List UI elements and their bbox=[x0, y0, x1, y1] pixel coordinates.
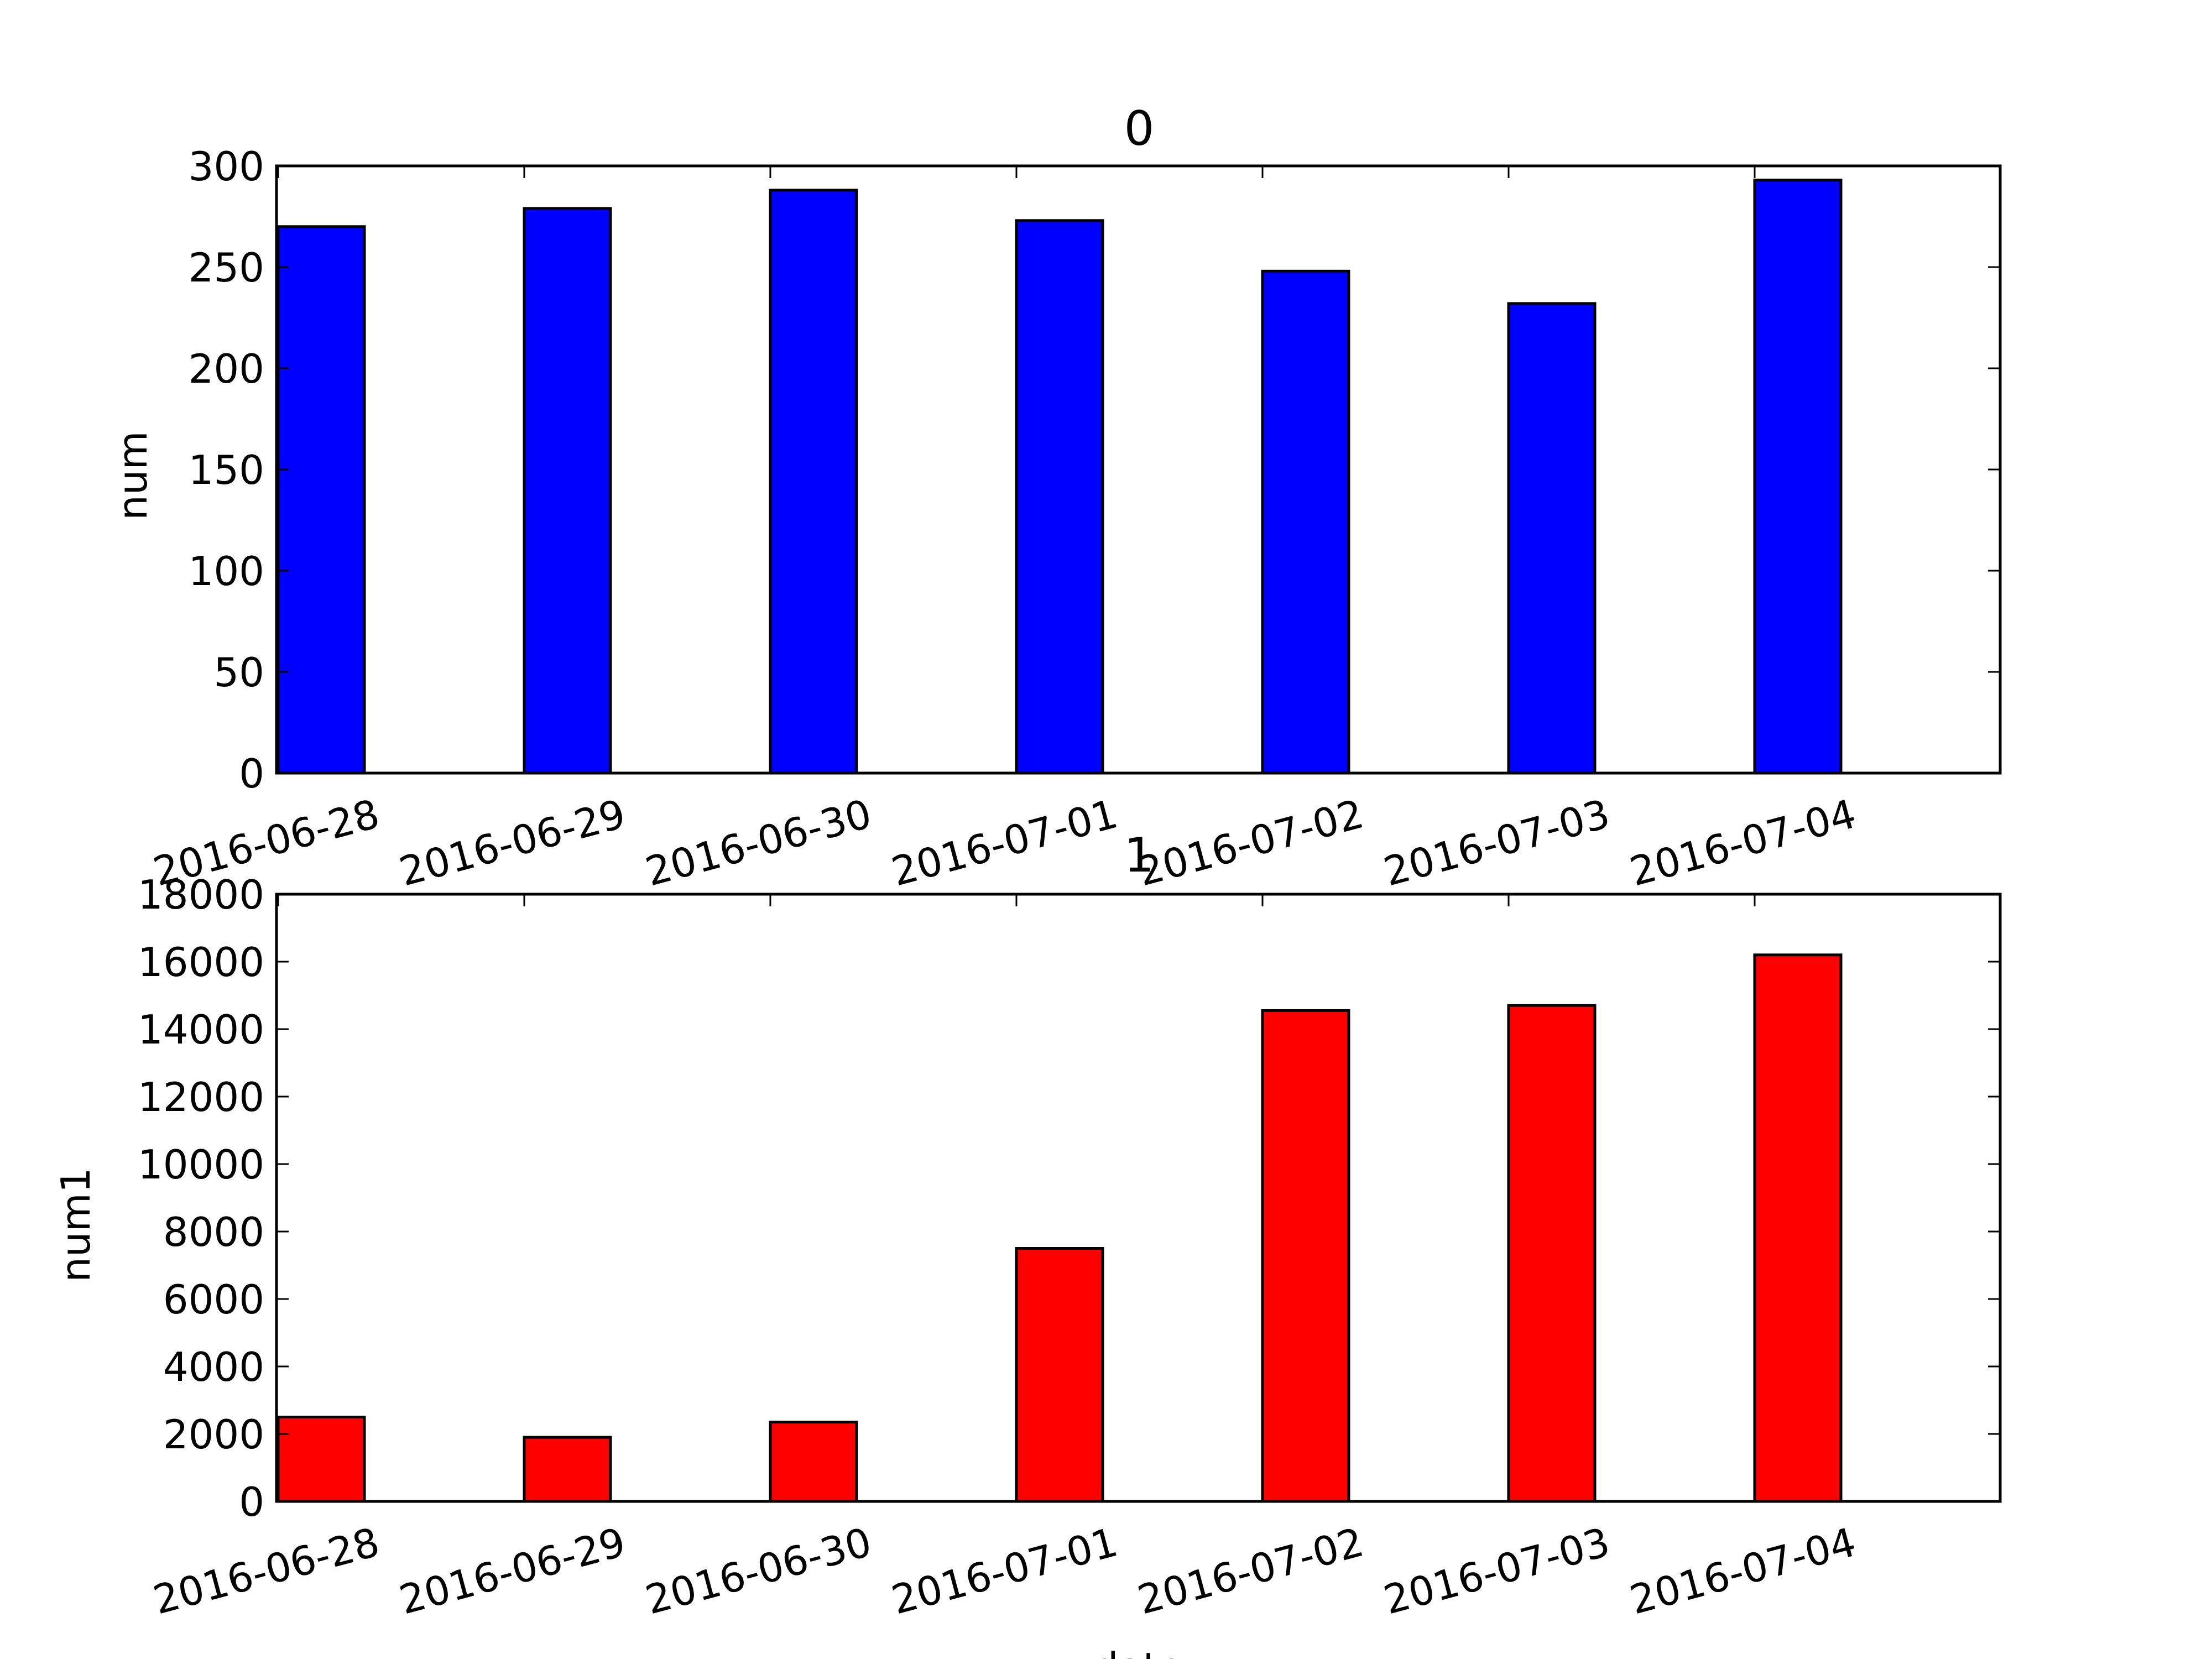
bar-2016-07-02 bbox=[1261, 269, 1350, 775]
subplot-0-ylabel: num bbox=[109, 431, 156, 520]
ytick-label: 14000 bbox=[138, 1006, 264, 1053]
subplot-1-bars bbox=[276, 953, 1843, 1503]
bar-2016-07-01 bbox=[1015, 219, 1104, 775]
subplot-1-xlabel: date bbox=[1093, 1644, 1183, 1659]
subplot-0-title: 0 bbox=[1124, 101, 1155, 156]
ytick-label: 8000 bbox=[163, 1209, 264, 1255]
xtick-label: 2016-06-30 bbox=[641, 790, 877, 895]
xtick-label: 2016-07-01 bbox=[887, 790, 1123, 895]
bar-2016-07-03 bbox=[1507, 1004, 1597, 1503]
ytick-label: 2000 bbox=[163, 1411, 264, 1458]
bar-2016-06-28 bbox=[276, 1416, 366, 1503]
subplot-1-axes-frame bbox=[275, 893, 2002, 1503]
subplot-1-title: 1 bbox=[1124, 828, 1155, 883]
bar-2016-06-30 bbox=[769, 189, 858, 775]
xtick-label: 2016-07-03 bbox=[1379, 790, 1615, 895]
ytick-label: 0 bbox=[239, 1479, 264, 1525]
subplot-0-yticks: 0 50 100 150 200 250 300 bbox=[189, 143, 2000, 797]
xtick-label: 2016-06-30 bbox=[641, 1519, 877, 1623]
ytick-label: 18000 bbox=[138, 872, 264, 918]
xtick-label: 2016-07-04 bbox=[1625, 1519, 1861, 1623]
subplot-1-xticks: 2016-06-28 2016-06-29 2016-06-30 2016-07-01… bbox=[149, 894, 1861, 1624]
bar-2016-07-04 bbox=[1753, 953, 1843, 1503]
ytick-label: 250 bbox=[189, 244, 264, 291]
subplot-1: 1 num1 0 2000 4000 6000 8000 10000 12000 14000 1… bbox=[53, 828, 2002, 1659]
ytick-label: 4000 bbox=[163, 1344, 264, 1390]
xtick-label: 2016-06-28 bbox=[149, 1519, 384, 1623]
bar-2016-07-04 bbox=[1753, 179, 1843, 775]
ytick-label: 10000 bbox=[138, 1141, 264, 1188]
bar-2016-07-02 bbox=[1261, 1009, 1350, 1503]
xtick-label: 2016-07-01 bbox=[887, 1519, 1123, 1623]
ytick-label: 300 bbox=[189, 143, 264, 190]
ytick-label: 0 bbox=[239, 750, 264, 797]
xtick-label: 2016-06-29 bbox=[395, 790, 630, 895]
subplot-1-yticks: 0 2000 4000 6000 8000 10000 12000 14000 16000 180… bbox=[138, 872, 2000, 1525]
subplot-1-ylabel: num1 bbox=[53, 1167, 99, 1282]
subplot-0-axes-frame bbox=[275, 164, 2002, 775]
ytick-label: 6000 bbox=[163, 1276, 264, 1323]
ytick-label: 16000 bbox=[138, 939, 264, 985]
xtick-label: 2016-07-02 bbox=[1133, 790, 1369, 895]
bar-2016-06-28 bbox=[276, 225, 366, 775]
ytick-label: 12000 bbox=[138, 1074, 264, 1120]
xtick-label: 2016-07-04 bbox=[1625, 790, 1861, 895]
bar-2016-06-29 bbox=[523, 1436, 612, 1503]
xtick-label: 2016-06-29 bbox=[395, 1519, 630, 1623]
xtick-label: 2016-07-03 bbox=[1379, 1519, 1615, 1623]
bar-2016-06-30 bbox=[769, 1421, 858, 1503]
ytick-label: 200 bbox=[189, 346, 264, 392]
ytick-label: 150 bbox=[189, 447, 264, 493]
ytick-label: 50 bbox=[213, 649, 264, 696]
bar-2016-07-01 bbox=[1015, 1247, 1104, 1503]
ytick-label: 100 bbox=[189, 548, 264, 594]
subplot-0-bars bbox=[276, 179, 1843, 775]
xtick-label: 2016-07-02 bbox=[1133, 1519, 1369, 1623]
bar-2016-06-29 bbox=[523, 207, 612, 775]
bar-2016-07-03 bbox=[1507, 302, 1597, 775]
subplot-0-xticks: 2016-06-28 2016-06-29 2016-06-30 2016-07-01… bbox=[149, 166, 1861, 895]
